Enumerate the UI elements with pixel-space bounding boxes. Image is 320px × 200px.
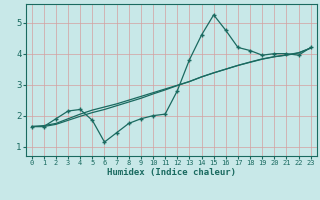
X-axis label: Humidex (Indice chaleur): Humidex (Indice chaleur) — [107, 168, 236, 177]
